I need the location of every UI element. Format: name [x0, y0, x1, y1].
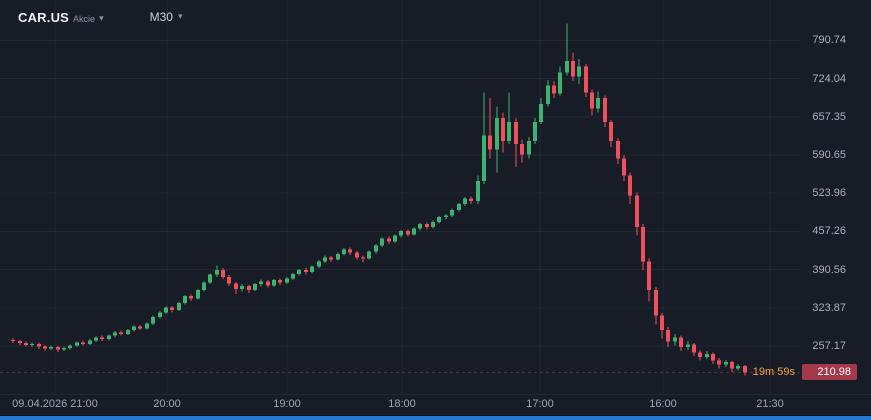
price-tick-label: 257.17	[812, 339, 846, 352]
price-tick-label: 657.35	[812, 110, 846, 123]
timeframe-selector[interactable]: M30 ▾	[150, 10, 183, 24]
price-axis[interactable]: 790.74 724.04 657.35 590.65 523.96 457.26 390.…	[801, 0, 871, 394]
horizontal-scrollbar-thumb[interactable]	[0, 416, 871, 420]
chevron-down-icon: ▾	[99, 13, 104, 23]
timeframe-label: M30	[149, 10, 173, 24]
time-axis-label: 09.04.2026 21:00	[12, 398, 98, 410]
time-axis[interactable]: 09.04.2026 21:00 20:00 19:00 18:00 17:00 16:0…	[0, 394, 871, 413]
price-tick-label: 323.87	[812, 301, 846, 314]
symbol-selector[interactable]: CAR.US Akcie ▾	[18, 10, 104, 25]
time-axis-label: 18:00	[388, 398, 416, 410]
chart-header: CAR.US Akcie ▾ M30 ▾	[18, 10, 182, 25]
price-tick-label: 590.65	[812, 149, 846, 162]
time-axis-label: 19:00	[273, 398, 301, 410]
price-tick-label: 457.26	[812, 225, 846, 238]
price-tick-label: 390.56	[812, 263, 846, 276]
candle-countdown: 19m 59s	[752, 366, 795, 379]
price-tick-label: 790.74	[812, 34, 846, 47]
time-axis-label: 16:00	[649, 398, 677, 410]
time-axis-label: 20:00	[153, 398, 181, 410]
current-price-badge: 210.98	[802, 364, 857, 381]
time-axis-label: 17:00	[526, 398, 554, 410]
time-axis-label: 21:30	[756, 398, 784, 410]
price-tick-label: 724.04	[812, 72, 846, 85]
symbol-name: CAR.US	[18, 10, 70, 25]
horizontal-scrollbar-track	[0, 415, 871, 420]
price-tick-label: 523.96	[812, 187, 846, 200]
chevron-down-icon: ▾	[177, 10, 183, 21]
instrument-type-label: Akcie	[73, 14, 96, 24]
